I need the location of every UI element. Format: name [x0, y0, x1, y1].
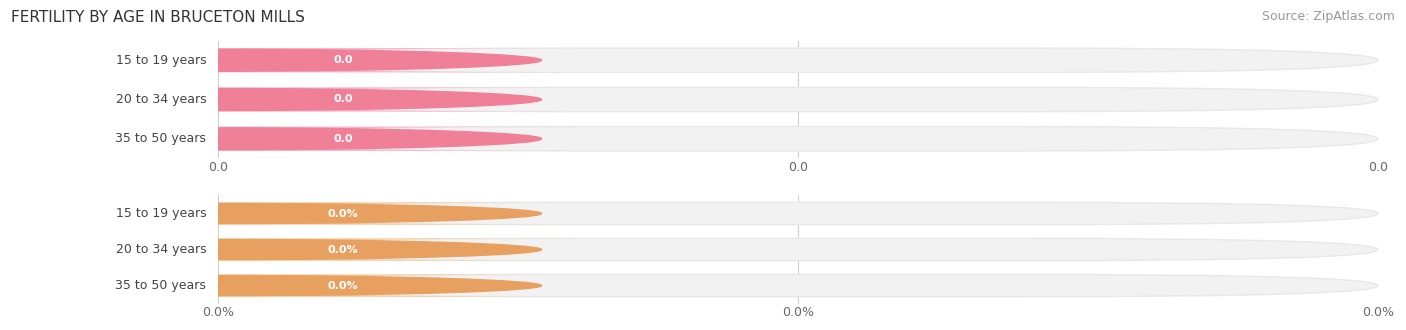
Circle shape: [0, 88, 541, 111]
Circle shape: [0, 276, 541, 296]
Text: 0.0%: 0.0%: [328, 245, 359, 254]
FancyBboxPatch shape: [218, 127, 1378, 151]
FancyBboxPatch shape: [218, 48, 1378, 72]
Text: 35 to 50 years: 35 to 50 years: [115, 279, 207, 292]
FancyBboxPatch shape: [218, 202, 1378, 225]
Text: 15 to 19 years: 15 to 19 years: [115, 207, 207, 220]
Circle shape: [0, 128, 541, 150]
Text: 0.0%: 0.0%: [328, 209, 359, 218]
Text: 0.0: 0.0: [333, 55, 353, 65]
Text: 35 to 50 years: 35 to 50 years: [115, 132, 207, 145]
FancyBboxPatch shape: [218, 87, 1378, 112]
FancyBboxPatch shape: [218, 275, 1378, 297]
Text: 0.0: 0.0: [333, 94, 353, 105]
FancyBboxPatch shape: [15, 275, 578, 297]
Text: FERTILITY BY AGE IN BRUCETON MILLS: FERTILITY BY AGE IN BRUCETON MILLS: [11, 10, 305, 25]
Text: 20 to 34 years: 20 to 34 years: [115, 93, 207, 106]
FancyBboxPatch shape: [15, 202, 578, 225]
FancyBboxPatch shape: [15, 127, 578, 151]
FancyBboxPatch shape: [15, 238, 578, 261]
Text: 20 to 34 years: 20 to 34 years: [115, 243, 207, 256]
Text: 15 to 19 years: 15 to 19 years: [115, 54, 207, 67]
Circle shape: [0, 240, 541, 260]
FancyBboxPatch shape: [15, 48, 578, 72]
Circle shape: [0, 204, 541, 223]
FancyBboxPatch shape: [15, 87, 578, 112]
Text: 0.0%: 0.0%: [328, 280, 359, 291]
Circle shape: [0, 49, 541, 71]
Text: 0.0: 0.0: [333, 134, 353, 144]
FancyBboxPatch shape: [218, 238, 1378, 261]
Text: Source: ZipAtlas.com: Source: ZipAtlas.com: [1261, 10, 1395, 23]
